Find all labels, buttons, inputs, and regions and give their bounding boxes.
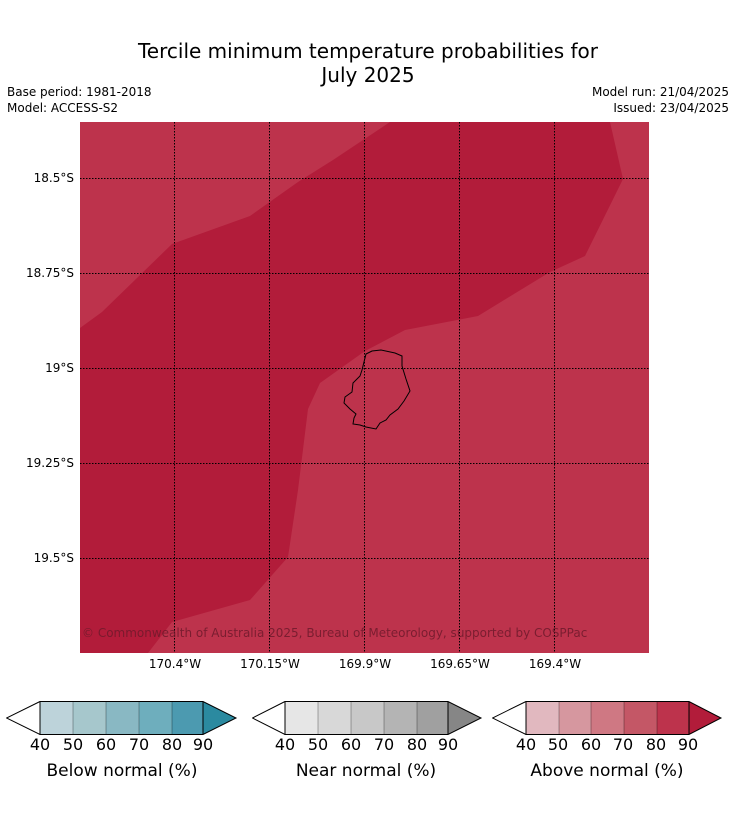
lon-label-170-15W: 170.15°W: [240, 657, 300, 671]
colorbar-above-tick: 40: [515, 735, 537, 754]
colorbar-above-tick: 50: [547, 735, 569, 754]
colorbar-above-tick: 90: [677, 735, 699, 754]
lat-label-19S: 19°S: [45, 361, 74, 375]
colorbar-above-normal: [492, 701, 723, 735]
lat-label-18-5S: 18.5°S: [33, 171, 74, 185]
colorbar-below-tick: 40: [29, 735, 51, 754]
colorbar-below-tick: 50: [62, 735, 84, 754]
map-title-line-1: Tercile minimum temperature probabilitie…: [137, 39, 599, 63]
graticule: [80, 122, 649, 653]
colorbar-near-bin-60-70: [351, 701, 384, 735]
colorbar-above-tick: 80: [645, 735, 667, 754]
colorbar-near-tick: 40: [274, 735, 296, 754]
colorbar-near-bin-80-90: [417, 701, 448, 735]
colorbar-below-bin-80-90: [172, 701, 203, 735]
colorbar-below-bin-50-60: [73, 701, 106, 735]
colorbar-below-tick: 90: [192, 735, 214, 754]
colorbar-above-over-arrow: [689, 701, 721, 735]
probability-region-90-plus: [80, 122, 623, 653]
meta-right: Model run: 21/04/2025 Issued: 23/04/2025: [592, 84, 729, 116]
niue-island-outline: [343, 349, 411, 430]
colorbar-below-label: Below normal (%): [46, 761, 198, 781]
lon-label-169-65W: 169.65°W: [430, 657, 490, 671]
colorbar-near-bin-70-80: [384, 701, 417, 735]
colorbar-above-bin-80-90: [657, 701, 689, 735]
colorbar-near-over-arrow: [448, 701, 481, 735]
colorbar-below-tick: 80: [161, 735, 183, 754]
base-period: Base period: 1981-2018: [7, 85, 152, 99]
colorbar-above-bin-40-50: [526, 701, 559, 735]
lat-label-19-25S: 19.25°S: [26, 456, 74, 470]
colorbar-near-bin-50-60: [318, 701, 351, 735]
model-run: Model run: 21/04/2025: [591, 85, 729, 99]
colorbar-near-tick: 60: [340, 735, 362, 754]
colorbar-below-tick: 60: [95, 735, 117, 754]
colorbar-above-bin-50-60: [559, 701, 591, 735]
colorbar-below-over-arrow: [203, 701, 236, 735]
lon-label-170-4W: 170.4°W: [148, 657, 202, 671]
colorbar-above-bin-70-80: [624, 701, 657, 735]
colorbar-above-bin-60-70: [591, 701, 624, 735]
lon-label-169-9W: 169.9°W: [338, 657, 392, 671]
colorbar-near-tick: 50: [307, 735, 329, 754]
meta-left: Base period: 1981-2018 Model: ACCESS-S2: [7, 84, 152, 116]
colorbar-below-tick: 70: [128, 735, 150, 754]
lon-label-169-4W: 169.4°W: [528, 657, 582, 671]
colorbar-above-tick: 70: [612, 735, 634, 754]
colorbar-near-tick: 70: [373, 735, 395, 754]
copyright-notice: © Commonwealth of Australia 2025, Bureau…: [82, 626, 587, 640]
colorbar-above-tick: 60: [580, 735, 602, 754]
model-name: Model: ACCESS-S2: [7, 101, 119, 115]
colorbar-near-normal: [252, 701, 483, 735]
colorbar-near-bin-40-50: [285, 701, 318, 735]
colorbar-below-normal: [6, 701, 238, 735]
issued-date: Issued: 23/04/2025: [613, 101, 729, 115]
colorbar-near-label: Near normal (%): [295, 761, 437, 781]
colorbar-near-tick: 80: [406, 735, 428, 754]
lat-label-18-75S: 18.75°S: [26, 266, 74, 280]
map-title-line-2: July 2025: [321, 63, 415, 87]
colorbar-below-bin-60-70: [106, 701, 139, 735]
colorbar-below-under-arrow: [6, 701, 41, 735]
map-panel: © Commonwealth of Australia 2025, Bureau…: [80, 122, 649, 653]
colorbar-near-under-arrow: [252, 701, 286, 735]
colorbar-below-bin-40-50: [40, 701, 73, 735]
colorbar-above-label: Above normal (%): [530, 761, 684, 781]
colorbar-near-tick: 90: [437, 735, 459, 754]
lat-label-19-5S: 19.5°S: [33, 551, 74, 565]
colorbar-below-bin-70-80: [139, 701, 172, 735]
colorbar-above-under-arrow: [492, 701, 527, 735]
